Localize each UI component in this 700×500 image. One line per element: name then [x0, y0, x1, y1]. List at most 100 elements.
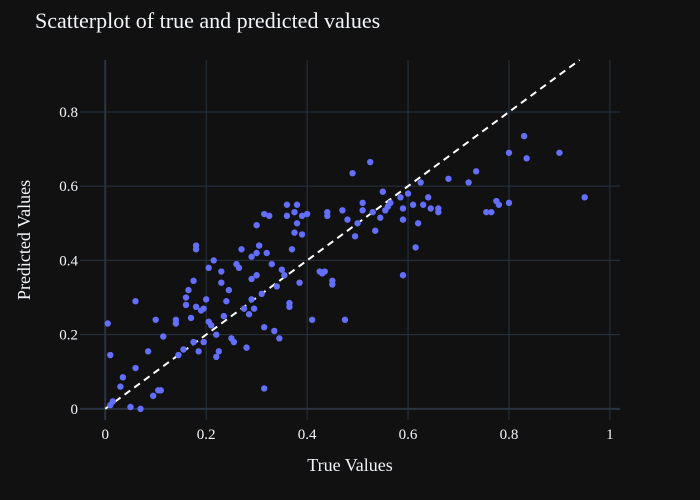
data-point [520, 132, 528, 140]
data-point [185, 286, 192, 294]
data-point [435, 205, 442, 212]
data-point [414, 220, 422, 227]
data-point [419, 201, 427, 208]
x-tick-label: 0.4 [298, 427, 317, 443]
data-point [218, 279, 225, 286]
data-point [505, 199, 513, 207]
x-tick-label: 0 [101, 427, 109, 443]
data-point [349, 169, 356, 177]
y-axis-ticks: 0 0.2 0.4 0.6 0.8 [59, 105, 78, 418]
data-point [276, 335, 283, 342]
x-axis-ticks: 0 0.2 0.4 0.6 0.8 1 [101, 427, 613, 443]
data-point [253, 272, 260, 279]
data-point [192, 246, 200, 253]
data-point [182, 294, 190, 301]
data-point [296, 279, 303, 286]
y-axis-title: Predicted Values [14, 180, 34, 300]
data-point [144, 348, 152, 355]
data-point [248, 275, 255, 283]
data-point [238, 246, 245, 253]
data-point [308, 316, 316, 323]
data-point [268, 260, 275, 268]
data-point [273, 283, 281, 290]
data-point [472, 168, 480, 175]
data-point [220, 312, 228, 320]
data-point [556, 149, 563, 156]
data-point [427, 205, 434, 212]
data-point [399, 272, 407, 279]
data-point [303, 210, 311, 218]
data-point [409, 201, 417, 208]
data-point [205, 264, 212, 272]
data-point [261, 210, 268, 218]
grid [80, 60, 620, 420]
data-point [149, 392, 157, 400]
data-point [261, 385, 268, 392]
data-point [200, 338, 207, 346]
data-point [230, 338, 238, 346]
data-point [399, 216, 407, 223]
data-point [387, 199, 394, 207]
data-point [109, 398, 117, 405]
data-point [372, 227, 379, 234]
data-point [190, 338, 197, 346]
data-point [213, 353, 220, 361]
y-tick-label: 0.6 [59, 179, 78, 195]
data-point [293, 220, 301, 227]
data-point [195, 348, 202, 355]
data-point [339, 207, 346, 214]
y-tick-label: 0.4 [59, 253, 78, 269]
data-point [483, 208, 490, 216]
data-point [281, 272, 288, 279]
data-point [505, 149, 513, 156]
data-point [278, 266, 286, 273]
data-point [286, 303, 293, 311]
data-point [488, 208, 495, 216]
x-tick-label: 0.6 [399, 427, 418, 443]
data-point [258, 290, 265, 298]
data-point [132, 364, 139, 372]
chart-title: Scatterplot of true and predicted values [35, 8, 381, 33]
data-point [187, 314, 195, 322]
data-point [248, 296, 255, 303]
data-point [137, 405, 144, 413]
data-point [291, 229, 298, 236]
data-point [200, 305, 207, 312]
data-point [263, 249, 270, 257]
x-tick-label: 0.8 [500, 427, 519, 443]
data-point [283, 201, 291, 208]
data-point [523, 155, 530, 162]
data-point [321, 268, 328, 275]
data-point [192, 303, 200, 311]
y-tick-label: 0 [71, 402, 79, 418]
data-point [255, 242, 263, 249]
data-point [180, 346, 187, 353]
data-point [425, 194, 432, 201]
data-point [351, 233, 359, 240]
data-point [359, 207, 366, 214]
data-point [445, 175, 452, 182]
x-axis-title: True Values [307, 455, 393, 475]
data-point [210, 257, 217, 264]
data-point [283, 212, 291, 220]
data-point [248, 253, 255, 260]
data-point [119, 374, 127, 381]
data-point [379, 188, 387, 195]
data-point [175, 351, 182, 359]
data-point [104, 320, 111, 327]
data-point [377, 214, 384, 221]
data-point [253, 249, 260, 257]
data-point [172, 316, 180, 323]
data-point [359, 199, 366, 207]
data-point [369, 208, 376, 216]
data-point [245, 311, 253, 318]
data-point [253, 221, 260, 229]
data-point [399, 205, 407, 212]
data-point [250, 305, 258, 312]
data-point [202, 296, 210, 303]
data-point [354, 220, 361, 227]
data-point [329, 281, 336, 288]
data-point [157, 387, 164, 394]
data-point [235, 264, 243, 272]
data-point [404, 190, 412, 197]
